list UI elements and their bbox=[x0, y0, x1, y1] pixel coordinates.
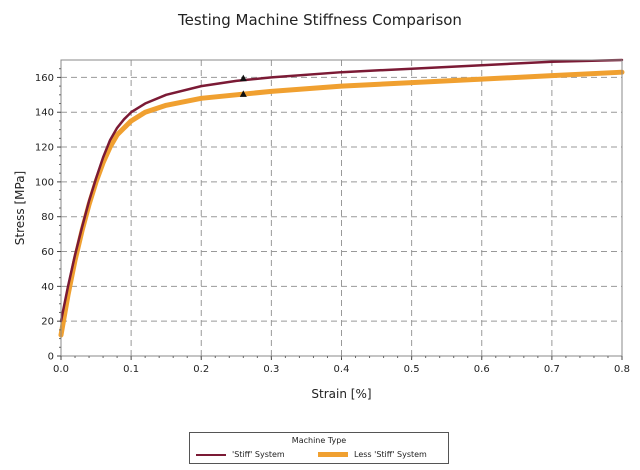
y-tick-label: 120 bbox=[35, 143, 54, 154]
legend-label-stiff: 'Stiff' System bbox=[232, 450, 285, 459]
x-tick-label: 0.2 bbox=[193, 364, 209, 375]
y-tick-label: 100 bbox=[35, 177, 54, 188]
series-marker-1 bbox=[239, 90, 247, 97]
y-tick-label: 20 bbox=[41, 317, 54, 328]
legend-label-less-stiff: Less 'Stiff' System bbox=[354, 450, 427, 459]
x-tick-label: 0.6 bbox=[474, 364, 490, 375]
x-axis-label: Strain [%] bbox=[311, 387, 371, 401]
series-layer bbox=[58, 58, 625, 338]
x-tick-label: 0.0 bbox=[53, 364, 69, 375]
y-tick-label: 140 bbox=[35, 108, 54, 119]
axis-layer: 0.0 0.1 0.2 0.3 0.4 0.5 0.6 0.7 0.8 0 20 40 60 80 100 1… bbox=[35, 59, 630, 375]
grid-layer bbox=[61, 60, 622, 356]
legend-swatch-stiff bbox=[196, 453, 226, 456]
chart-title: Testing Machine Stiffness Comparison bbox=[178, 11, 462, 29]
y-tick-label: 40 bbox=[41, 282, 54, 293]
x-tick-label: 0.8 bbox=[614, 364, 630, 375]
legend-item-less-stiff: Less 'Stiff' System bbox=[318, 450, 427, 459]
y-axis-label: Stress [MPa] bbox=[13, 171, 27, 245]
series-line-0 bbox=[59, 58, 624, 323]
y-tick-label: 0 bbox=[48, 352, 54, 363]
x-tick-label: 0.7 bbox=[544, 364, 560, 375]
x-tick-label: 0.3 bbox=[263, 364, 279, 375]
legend-swatch-less-stiff bbox=[318, 452, 348, 457]
y-tick-label: 80 bbox=[41, 212, 54, 223]
legend-item-stiff: 'Stiff' System bbox=[196, 450, 285, 459]
x-tick-label: 0.5 bbox=[404, 364, 420, 375]
legend: Machine Type 'Stiff' System Less 'Stiff'… bbox=[189, 432, 449, 464]
series-marker-0 bbox=[239, 74, 247, 82]
legend-title: Machine Type bbox=[291, 436, 347, 445]
y-tick-label: 160 bbox=[35, 73, 54, 84]
y-tick-label: 60 bbox=[41, 247, 54, 258]
x-tick-label: 0.1 bbox=[123, 364, 139, 375]
x-tick-label: 0.4 bbox=[334, 364, 350, 375]
